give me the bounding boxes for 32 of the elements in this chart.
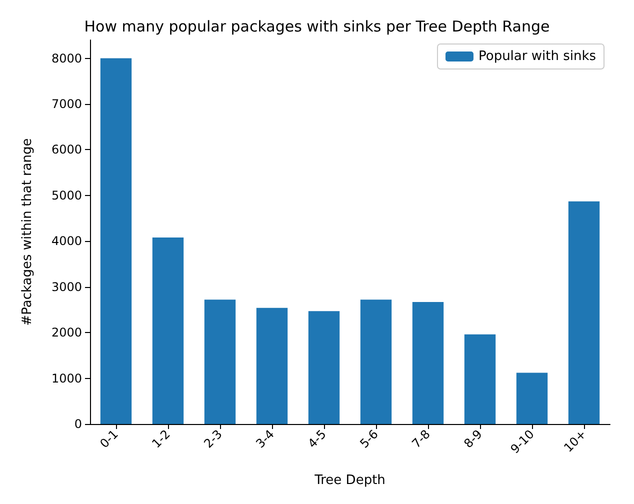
y-axis-title: #Packages within that range [20, 138, 35, 326]
bar [204, 300, 236, 424]
y-tick-label: 5000 [51, 188, 82, 202]
y-tick-label: 3000 [51, 280, 82, 294]
x-tick-label: 10+ [561, 427, 589, 455]
bar [100, 58, 132, 424]
x-tick-label: 5-6 [357, 427, 381, 451]
bar [256, 308, 288, 424]
x-tick-label: 0-1 [97, 427, 121, 451]
bar [568, 201, 600, 424]
y-tick-label: 0 [74, 417, 82, 431]
x-tick-label: 4-5 [305, 427, 329, 451]
y-tick-label: 2000 [51, 326, 82, 340]
y-tick-label: 4000 [51, 234, 82, 248]
x-tick-label: 3-4 [253, 427, 277, 451]
legend-label: Popular with sinks [478, 49, 596, 64]
y-tick-label: 7000 [51, 97, 82, 111]
bar [360, 300, 392, 424]
x-tick-label: 7-8 [409, 427, 433, 451]
chart-title: How many popular packages with sinks per Tree Depth Range [84, 18, 550, 36]
bar [412, 302, 444, 424]
x-tick-label: 2-3 [201, 427, 225, 451]
y-tick-label: 1000 [51, 371, 82, 386]
x-tick-label: 8-9 [461, 427, 485, 451]
y-tick-label: 6000 [51, 142, 82, 157]
y-tick-label: 8000 [51, 51, 82, 66]
bar [464, 334, 496, 424]
x-tick-label: 1-2 [149, 427, 173, 451]
bar [516, 372, 548, 424]
x-axis-title: Tree Depth [314, 473, 386, 488]
bar [152, 237, 184, 424]
bar [308, 311, 340, 424]
